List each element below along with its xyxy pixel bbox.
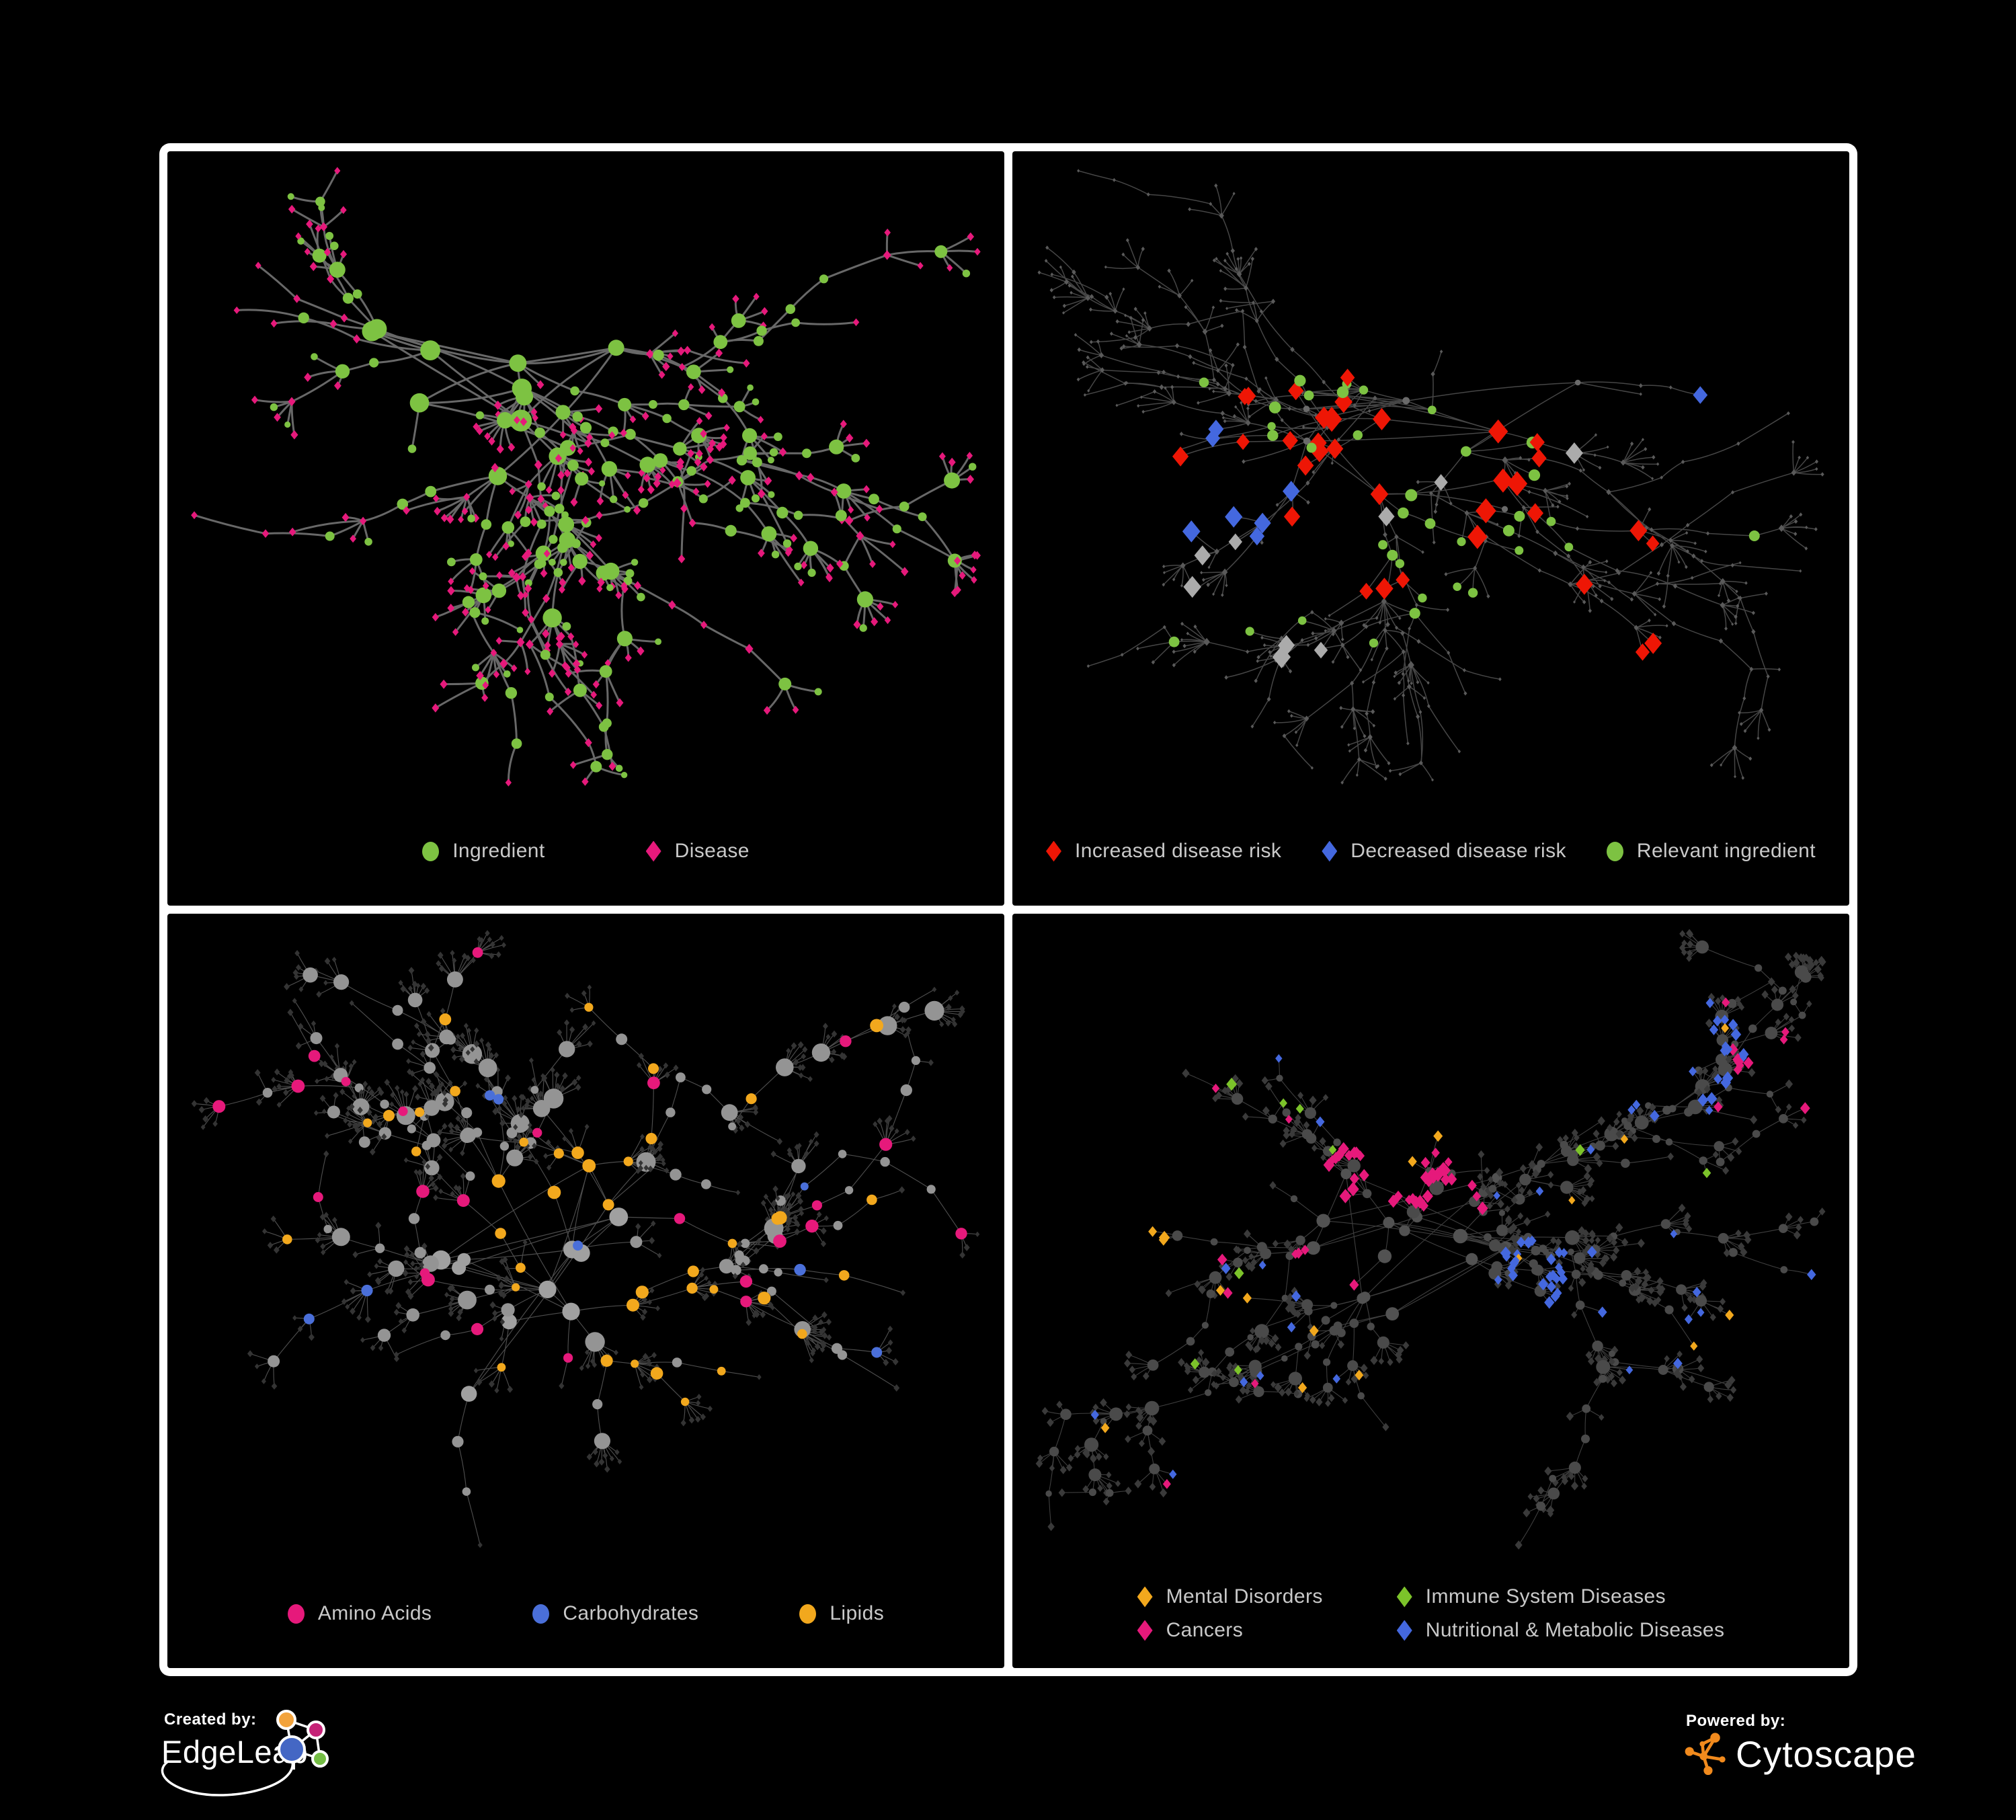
legend-label: Nutritional & Metabolic Diseases xyxy=(1425,1619,1725,1641)
legend-item-increased-disease-risk: Increased disease risk xyxy=(1046,840,1281,863)
network-area xyxy=(167,914,1004,1577)
legend-label: Mental Disorders xyxy=(1166,1585,1323,1608)
cytoscape-wordmark: Cytoscape xyxy=(1736,1733,1917,1775)
cytoscape-logo-icon xyxy=(1685,1733,1726,1776)
panel-disease-classes: Mental Disorders Immune System Diseases Ca… xyxy=(1012,914,1849,1668)
cytoscape-brand-row: Cytoscape xyxy=(1683,1732,1917,1776)
legend-item-amino-acids: Amino Acids xyxy=(287,1602,432,1625)
legend-ingredient-disease: Ingredient Disease xyxy=(167,814,1004,888)
panel-nutrient-classes: Amino Acids Carbohydrates Lipids xyxy=(167,914,1004,1668)
circle-marker xyxy=(799,1604,817,1624)
diamond-marker xyxy=(1046,840,1061,862)
panel-ingredient-disease: Ingredient Disease xyxy=(167,151,1004,906)
circle-marker xyxy=(532,1604,550,1624)
created-by-label: Created by: xyxy=(164,1710,257,1729)
powered-by-label: Powered by: xyxy=(1686,1712,1786,1730)
edgeleap-logo-icon xyxy=(276,1710,329,1768)
network-area xyxy=(1012,151,1849,814)
diamond-marker xyxy=(1396,1586,1412,1608)
legend-label: Carbohydrates xyxy=(563,1602,699,1624)
circle-marker xyxy=(422,841,440,861)
legend-label: Ingredient xyxy=(452,840,545,862)
legend-label: Decreased disease risk xyxy=(1350,840,1566,862)
legend-item-mental-disorders: Mental Disorders xyxy=(1137,1585,1323,1608)
legend-label: Amino Acids xyxy=(317,1602,432,1624)
legend-item-cancers: Cancers xyxy=(1137,1619,1323,1642)
diamond-marker xyxy=(645,840,661,862)
network-graph-ingredient-disease xyxy=(191,167,981,787)
legend-label: Immune System Diseases xyxy=(1425,1585,1666,1608)
panel-grid: Ingredient Disease Increased disease risk… xyxy=(159,143,1857,1676)
legend-item-nutritional-metabolic-diseases: Nutritional & Metabolic Diseases xyxy=(1396,1619,1725,1642)
legend-disease-risk: Increased disease risk Decreased disease … xyxy=(1012,814,1849,888)
legend-item-immune-system-diseases: Immune System Diseases xyxy=(1396,1585,1725,1608)
legend-label: Disease xyxy=(674,840,750,862)
legend-nutrient-classes: Amino Acids Carbohydrates Lipids xyxy=(167,1577,1004,1651)
circle-marker xyxy=(1606,841,1623,861)
diamond-marker xyxy=(1396,1620,1412,1641)
diamond-marker xyxy=(1322,840,1338,862)
diamond-marker xyxy=(1137,1620,1153,1641)
legend-item-disease: Disease xyxy=(645,840,750,863)
diamond-marker xyxy=(1137,1586,1153,1608)
panel-disease-risk: Increased disease risk Decreased disease … xyxy=(1012,151,1849,906)
legend-disease-classes: Mental Disorders Immune System Diseases Ca… xyxy=(1012,1577,1849,1651)
network-graph-nutrient-classes xyxy=(191,930,980,1548)
edgeleap-credit: Created by: EdgeLeap xyxy=(153,1706,469,1814)
network-graph-disease-classes xyxy=(1035,928,1826,1550)
circle-marker xyxy=(287,1604,305,1624)
legend-label: Relevant ingredient xyxy=(1636,840,1816,862)
network-graph-disease-risk xyxy=(1037,169,1824,785)
legend-item-lipids: Lipids xyxy=(799,1602,884,1625)
cytoscape-credit: Powered by: Cytoscape xyxy=(1679,1709,1962,1803)
network-area xyxy=(167,151,1004,814)
legend-label: Increased disease risk xyxy=(1075,840,1282,862)
legend-item-carbohydrates: Carbohydrates xyxy=(532,1602,698,1625)
network-area xyxy=(1012,914,1849,1577)
legend-item-ingredient: Ingredient xyxy=(422,840,545,863)
legend-label: Cancers xyxy=(1166,1619,1244,1641)
legend-item-decreased-disease-risk: Decreased disease risk xyxy=(1322,840,1566,863)
legend-label: Lipids xyxy=(830,1602,885,1624)
legend-item-relevant-ingredient: Relevant ingredient xyxy=(1606,840,1816,863)
